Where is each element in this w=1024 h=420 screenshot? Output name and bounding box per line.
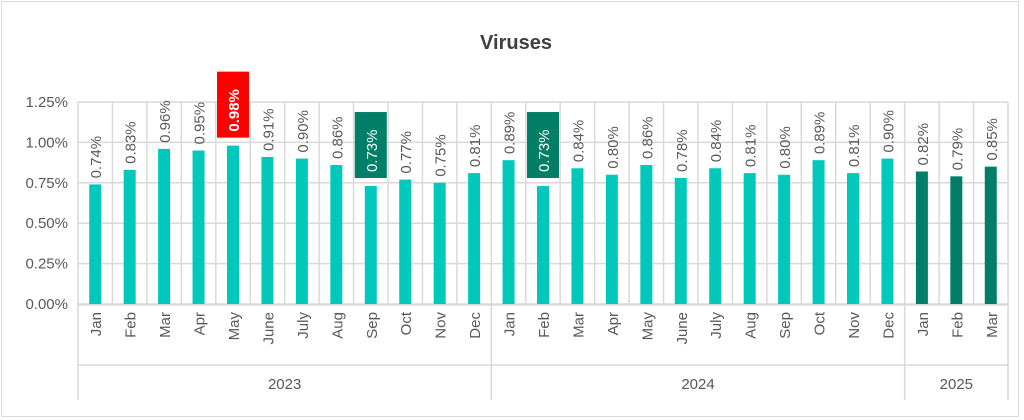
x-tick-label-month: Sep — [777, 312, 794, 339]
x-tick-label-month: Apr — [192, 312, 209, 335]
x-tick-label-month: Nov — [846, 312, 863, 339]
data-label: 0.86% — [329, 116, 346, 159]
data-label: 0.85% — [984, 118, 1001, 161]
x-tick-label-month: Dec — [467, 312, 484, 339]
bar — [158, 148, 171, 304]
x-tick-label-month: Nov — [433, 312, 450, 339]
bar — [537, 186, 549, 304]
x-tick-label-month: Jan — [502, 312, 519, 336]
bar — [743, 173, 756, 304]
data-label: 0.78% — [674, 129, 691, 172]
data-label: 0.86% — [639, 116, 656, 159]
x-tick-label-month: Jan — [915, 312, 932, 336]
bar — [674, 177, 687, 304]
bar — [502, 160, 515, 304]
y-tick-label: 0.00% — [25, 296, 68, 313]
y-tick-label: 0.25% — [25, 256, 68, 273]
bar — [778, 174, 791, 304]
bar — [123, 169, 136, 304]
bar — [192, 150, 205, 304]
data-label: 0.81% — [846, 125, 863, 168]
bar — [640, 165, 653, 304]
data-label: 0.91% — [260, 108, 277, 151]
data-label: 0.95% — [192, 102, 209, 145]
bar — [915, 171, 928, 304]
x-tick-label-month: Aug — [329, 312, 346, 339]
x-tick-label-month: May — [639, 312, 656, 341]
min-highlight-box — [527, 112, 559, 179]
bar — [950, 176, 963, 304]
x-tick-label-month: Oct — [812, 311, 829, 335]
data-label: 0.90% — [880, 110, 897, 153]
min-highlight-box — [354, 112, 387, 179]
x-tick-label-month: May — [226, 312, 243, 341]
x-tick-label-month: June — [674, 312, 691, 345]
chart-title: Viruses — [480, 32, 552, 54]
x-tick-label-month: July — [295, 312, 312, 339]
x-tick-label-year: 2023 — [268, 376, 301, 393]
x-tick-label-month: Feb — [949, 312, 966, 338]
x-tick-label-month: Jan — [88, 312, 105, 336]
data-label: 0.73% — [536, 129, 553, 172]
bar — [709, 168, 722, 304]
bar — [399, 179, 412, 304]
max-highlight-box — [217, 71, 249, 138]
x-tick-label-month: Feb — [536, 312, 553, 338]
bar — [571, 168, 584, 304]
data-label: 0.90% — [295, 110, 312, 153]
bar — [984, 166, 997, 304]
data-label: 0.74% — [88, 136, 105, 179]
x-tick-label-month: Oct — [398, 311, 415, 335]
y-tick-label: 1.00% — [25, 134, 68, 151]
data-label: 0.89% — [502, 112, 519, 155]
x-tick-label-month: Dec — [880, 312, 897, 339]
bar — [468, 173, 481, 304]
bar — [364, 186, 377, 304]
x-tick-label-month: Apr — [605, 312, 622, 335]
data-label: 0.84% — [570, 120, 587, 163]
data-label: 0.84% — [708, 120, 725, 163]
y-tick-label: 0.50% — [25, 215, 68, 232]
bar — [89, 184, 102, 304]
x-tick-label-month: Sep — [364, 312, 381, 339]
data-label: 0.83% — [123, 121, 140, 164]
data-label: 0.77% — [398, 131, 415, 174]
bar — [227, 145, 239, 304]
x-tick-label-month: July — [708, 312, 725, 339]
data-label: 0.73% — [364, 129, 381, 172]
x-tick-label-month: Aug — [743, 312, 760, 339]
x-tick-label-month: Mar — [984, 312, 1001, 338]
x-tick-label-month: Mar — [570, 312, 587, 338]
x-tick-label-month: Mar — [157, 312, 174, 338]
data-label: 0.80% — [777, 126, 794, 169]
x-tick-label-year: 2024 — [681, 376, 714, 393]
x-tick-label-year: 2025 — [940, 376, 973, 393]
data-label: 0.80% — [605, 126, 622, 169]
data-label: 0.79% — [949, 128, 966, 171]
data-label: 0.81% — [467, 125, 484, 168]
y-tick-label: 0.75% — [25, 175, 68, 192]
data-label: 0.98% — [226, 89, 243, 132]
bar — [881, 158, 894, 304]
data-label: 0.96% — [157, 100, 174, 143]
bar — [605, 174, 618, 304]
bar — [330, 165, 343, 304]
bar — [261, 156, 274, 304]
data-label: 0.82% — [915, 123, 932, 166]
bar — [295, 158, 308, 304]
data-label: 0.89% — [812, 112, 829, 155]
bar — [812, 160, 825, 304]
bar — [847, 173, 859, 304]
x-tick-label-month: June — [260, 312, 277, 345]
bar — [433, 182, 446, 304]
x-tick-label-month: Feb — [123, 312, 140, 338]
y-tick-label: 1.25% — [25, 94, 68, 111]
data-label: 0.81% — [743, 125, 760, 168]
data-label: 0.75% — [433, 134, 450, 177]
